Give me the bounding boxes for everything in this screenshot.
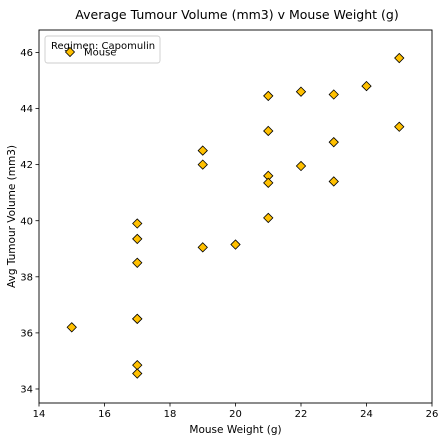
legend-entry-label: Mouse — [84, 48, 116, 59]
chart-title: Average Tumour Volume (mm3) v Mouse Weig… — [75, 7, 398, 22]
x-tick-label: 26 — [426, 409, 439, 420]
y-tick-label: 44 — [20, 104, 33, 115]
x-tick-label: 18 — [164, 409, 177, 420]
x-tick-label: 22 — [295, 409, 308, 420]
x-tick-label: 24 — [360, 409, 373, 420]
y-tick-label: 34 — [20, 385, 33, 396]
y-tick-label: 38 — [20, 272, 33, 283]
y-tick-label: 46 — [20, 48, 33, 59]
x-tick-label: 20 — [229, 409, 242, 420]
y-tick-label: 40 — [20, 216, 33, 227]
y-axis-label: Avg Tumour Volume (mm3) — [6, 145, 18, 288]
x-tick-label: 16 — [98, 409, 111, 420]
legend: Regimen: Capomulin Mouse — [45, 36, 160, 63]
x-axis-label: Mouse Weight (g) — [189, 424, 281, 436]
y-tick-label: 36 — [20, 328, 33, 339]
x-tick-label: 14 — [33, 409, 46, 420]
y-tick-label: 42 — [20, 160, 33, 171]
